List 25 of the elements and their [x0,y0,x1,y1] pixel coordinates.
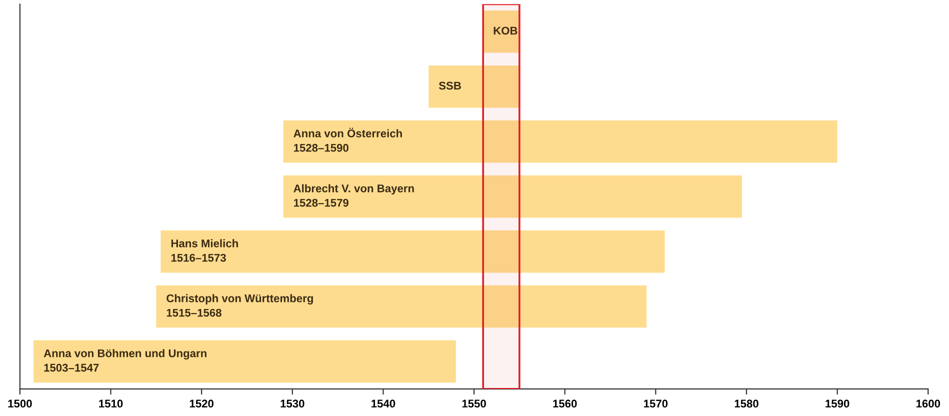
bar [160,230,665,273]
y-tick-label: SSB [438,82,461,90]
bar [283,175,742,218]
x-tick-label: 1500 [8,400,32,408]
x-tick-label: 1570 [644,400,668,408]
bar [283,120,838,163]
x-tick-label: 1560 [553,400,577,408]
bar [483,10,520,53]
x-tick-label: 1510 [99,400,123,408]
x-tick-label: 1600 [916,400,940,408]
y-tick-label: KOB [494,26,518,35]
y-tick-label: Albrecht V. von Bayern 1528–1579 [294,184,414,207]
x-tick-label: 1540 [372,400,396,408]
bar [34,340,456,383]
x-tick-label: 1580 [734,400,758,408]
y-tick-label: Anna von Böhmen und Ungarn 1503–1547 [44,349,206,372]
bar [156,285,647,328]
x-tick-label: 1590 [826,400,850,408]
bar [428,65,520,108]
x-tick-label: 1520 [190,400,214,408]
y-tick-label: Anna von Österreich 1528–1590 [294,128,402,152]
y-tick-label: Hans Mielich 1516–1573 [171,239,238,262]
x-tick-label: 1530 [280,400,304,408]
x-tick-label: 1550 [462,400,486,408]
y-tick-label: Christoph von Württemberg 1515–1568 [166,294,313,317]
